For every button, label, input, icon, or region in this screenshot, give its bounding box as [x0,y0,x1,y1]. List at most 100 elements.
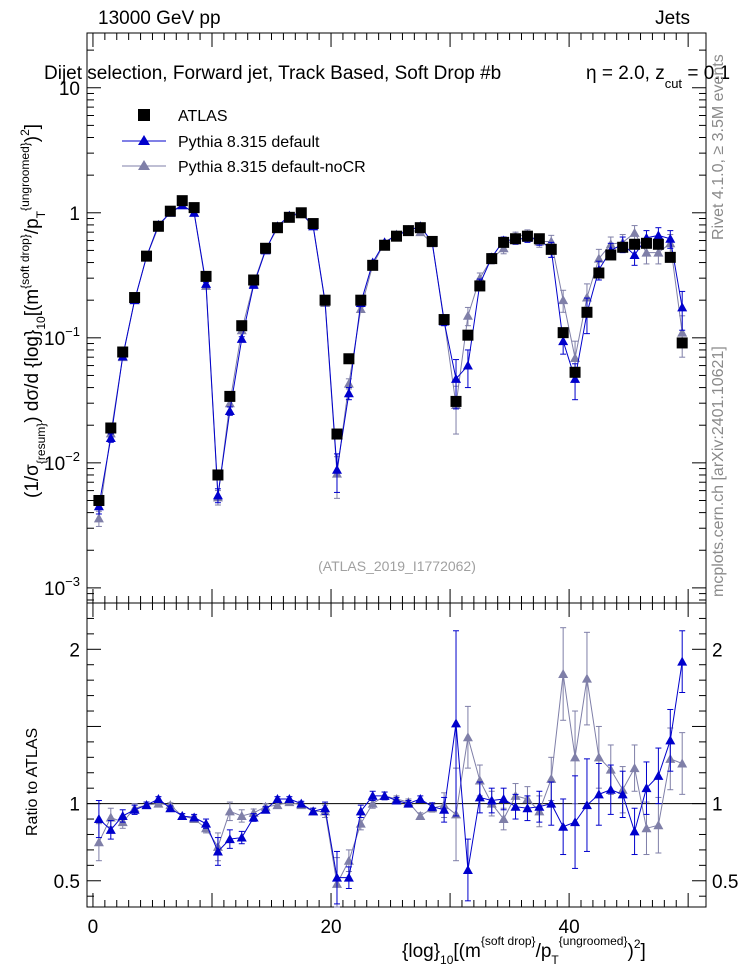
data-point-atlas [462,329,474,341]
x-label-sub-t: T [551,953,559,967]
data-point-atlas [617,241,629,253]
y-label-sub-10: 10 [34,316,48,330]
data-point-atlas [379,239,391,251]
ratio-point-triangle [391,795,402,805]
ratio-point-triangle [236,832,247,842]
data-point-atlas [474,280,486,292]
data-point-atlas [569,366,581,378]
ratio-tick-label-right: 0.5 [712,872,738,893]
ratio-point-triangle [320,803,331,813]
ratio-y-label: Ratio to ATLAS [24,728,41,836]
data-point-atlas [355,294,367,306]
data-point-atlas [367,259,379,271]
series-line-nocr [98,204,683,519]
data-point-triangle [677,302,688,312]
plot-title-eta: η = 2.0, zcut = 0.1 [586,63,730,91]
x-label-sup2: 2 [634,937,641,951]
y-tick-label: 10−2 [44,449,80,475]
data-point-triangle [462,360,473,370]
data-point-atlas [105,422,117,434]
y-label-part3: [(m [22,289,43,316]
ratio-point-triangle [355,806,366,816]
data-point-atlas [450,395,462,407]
header-jets: Jets [655,8,690,29]
ratio-point-triangle [641,783,652,793]
data-point-atlas [510,233,522,245]
ratio-point-triangle [201,818,212,828]
data-point-atlas [545,243,557,255]
ratio-point-triangle [570,817,581,827]
ratio-point-triangle [617,789,628,799]
data-point-triangle [224,405,235,415]
ratio-point-triangle [677,656,688,666]
ratio-data-layer [93,627,688,908]
ratio-point-triangle [153,793,164,803]
ratio-point-triangle [153,798,164,808]
x-tick-label: 0 [88,917,99,938]
data-point-atlas [640,237,652,249]
ratio-point-triangle [165,803,176,813]
data-point-atlas [343,353,355,365]
ratio-point-triangle [558,821,569,831]
data-point-atlas [652,238,664,250]
ratio-point-triangle [141,800,152,810]
ratio-point-triangle [403,798,414,808]
y-label-sup-ung: {ungroomed} [18,142,32,211]
ratio-point-triangle [117,810,128,820]
ratio-point-triangle [629,763,640,773]
data-point-triangle [629,249,640,259]
x-label-log: {log} [402,941,440,962]
data-point-atlas [271,222,283,234]
legend-default-marker [138,135,150,145]
ratio-point-triangle [581,673,592,683]
data-point-triangle [665,233,676,243]
data-point-triangle [629,227,640,237]
ratio-tick-label-right: 1 [712,795,723,816]
ratio-point-triangle [534,801,545,811]
data-point-atlas [331,428,343,440]
ratio-point-triangle [189,812,200,822]
ratio-point-triangle [93,814,104,824]
ratio-line [98,673,683,886]
data-point-triangle [581,292,592,302]
ratio-point-triangle [558,668,569,678]
ratio-tick-label-left: 2 [69,640,80,661]
ratio-point-triangle [296,798,307,808]
data-point-atlas [426,235,438,247]
data-point-triangle [224,398,235,408]
x-label-sub10: 10 [440,953,454,967]
ratio-point-triangle [272,793,283,803]
data-point-atlas [283,211,295,223]
ratio-line [98,661,683,879]
ratio-point-triangle [272,800,283,810]
ratio-point-triangle [593,789,604,799]
y-label-sup-2: 2 [18,129,32,136]
data-point-atlas [152,220,164,232]
ratio-point-triangle [653,820,664,830]
x-label-sup-sd: {soft drop} [481,934,536,948]
ratio-point-triangle [355,818,366,828]
data-point-atlas [260,242,272,254]
x-label-slash: /p [536,941,552,962]
ratio-point-triangle [570,752,581,762]
ratio-point-triangle [177,810,188,820]
data-point-atlas [629,238,641,250]
data-point-atlas [117,346,129,358]
ratio-point-triangle [653,770,664,780]
y-tick-label: 1 [69,204,80,225]
data-point-atlas [295,207,307,219]
ratio-point-triangle [581,800,592,810]
ratio-point-triangle [427,801,438,811]
data-point-triangle [462,310,473,320]
ratio-point-triangle [212,846,223,856]
ratio-point-triangle [641,823,652,833]
y-label-part2: ) dσ/d {log} [22,330,43,423]
y-label-sub-resum: {resum} [34,423,48,464]
legend-atlas-marker [138,109,150,121]
data-point-atlas [164,205,176,217]
ratio-point-triangle [677,758,688,768]
ratio-point-triangle [308,806,319,816]
series-line-default [98,204,683,507]
eta-text: η = 2.0, z [586,63,665,84]
